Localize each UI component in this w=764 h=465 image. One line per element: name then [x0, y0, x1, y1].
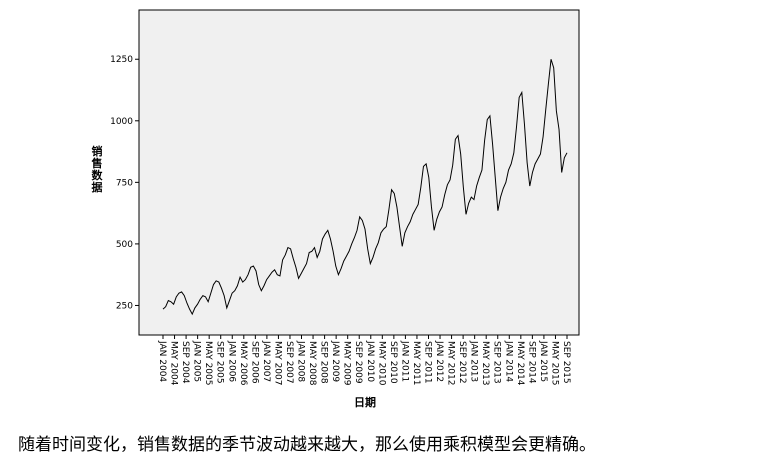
x-tick-label: SEP 2005 [215, 341, 225, 384]
x-tick-label: MAY 2004 [169, 341, 179, 386]
y-tick-label: 250 [116, 301, 133, 311]
x-tick-label: SEP 2007 [284, 341, 294, 384]
x-tick-label: SEP 2012 [457, 341, 467, 384]
y-tick-label: 500 [116, 240, 133, 250]
x-tick-label: MAY 2005 [203, 341, 213, 386]
plot-area [138, 9, 580, 336]
x-tick-label: SEP 2006 [249, 341, 259, 384]
x-tick-label: MAY 2010 [376, 341, 386, 386]
x-tick-label: JAN 2004 [157, 340, 167, 382]
x-tick-label: JAN 2006 [226, 340, 236, 382]
x-tick-label: JAN 2011 [399, 340, 409, 382]
x-tick-label: MAY 2007 [272, 341, 282, 386]
x-tick-label: SEP 2004 [180, 341, 190, 384]
x-tick-label: SEP 2014 [526, 341, 536, 384]
x-tick-label: JAN 2015 [538, 340, 548, 382]
x-tick-label: MAY 2015 [549, 341, 559, 386]
x-tick-label: JAN 2014 [503, 340, 513, 382]
x-tick-label: SEP 2010 [388, 341, 398, 384]
x-tick-label: MAY 2012 [446, 341, 456, 386]
y-axis-title: 销售数据 [91, 144, 104, 194]
x-tick-label: JAN 2010 [365, 340, 375, 382]
x-axis: JAN 2004 MAY 2004 SEP 2004 JAN 2005 MAY 2005… [157, 335, 571, 386]
x-tick-label: SEP 2011 [422, 341, 432, 384]
x-tick-label: JAN 2013 [469, 340, 479, 382]
x-tick-label: JAN 2009 [330, 340, 340, 382]
y-axis: 250 500 750 1000 1250 [110, 55, 139, 311]
x-tick-label: JAN 2008 [296, 340, 306, 382]
x-tick-label: JAN 2012 [434, 340, 444, 382]
x-tick-label: SEP 2015 [561, 341, 571, 384]
y-tick-label: 750 [116, 178, 133, 188]
x-tick-label: SEP 2013 [492, 341, 502, 384]
x-tick-label: MAY 2006 [238, 341, 248, 386]
caption-text: 随着时间变化，销售数据的季节波动越来越大，那么使用乘积模型会更精确。 [18, 435, 596, 455]
x-tick-label: MAY 2009 [342, 341, 352, 386]
x-tick-label: MAY 2013 [480, 341, 490, 386]
x-axis-title: 日期 [354, 395, 376, 409]
y-tick-label: 1000 [110, 117, 133, 127]
x-tick-label: MAY 2011 [411, 341, 421, 386]
series-line [162, 59, 568, 316]
x-tick-label: SEP 2009 [353, 341, 363, 384]
y-tick-label: 1250 [110, 55, 133, 65]
x-tick-label: MAY 2008 [307, 341, 317, 386]
x-tick-label: JAN 2005 [192, 340, 202, 382]
x-tick-label: MAY 2014 [515, 341, 525, 386]
x-tick-label: JAN 2007 [261, 340, 271, 382]
x-tick-label: SEP 2008 [319, 341, 329, 384]
